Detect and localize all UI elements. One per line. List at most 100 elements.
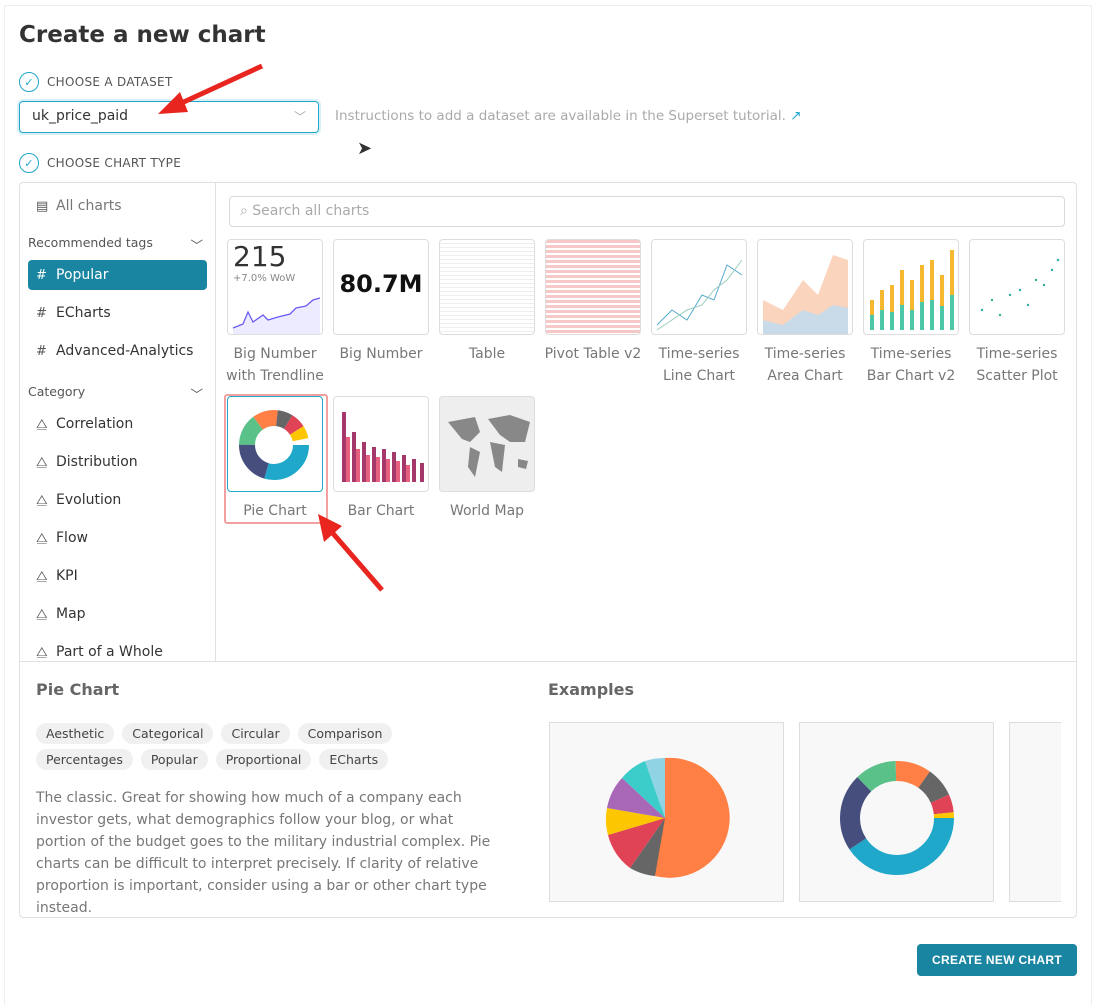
chart-thumb-big-number-trendline[interactable]: 215 +7.0% WoW — [227, 239, 323, 335]
trendline-icon — [232, 297, 321, 334]
area-chart-icon — [763, 255, 848, 334]
label: Evolution — [56, 492, 122, 508]
category-header[interactable]: Category ﹀ — [28, 384, 203, 403]
chart-label: Big Number — [339, 346, 423, 362]
chart-label: Big Number with Trendline — [226, 346, 324, 384]
annotation-arrow-icon — [158, 63, 264, 114]
selected-chart-highlight — [224, 394, 328, 524]
category-icon: ⧋ — [36, 492, 48, 508]
step-choose-dataset: ✓ CHOOSE A DATASET — [19, 72, 173, 92]
details-description: The classic. Great for showing how much … — [36, 790, 491, 916]
details-tags: Aesthetic Categorical Circular Compariso… — [36, 723, 396, 770]
search-icon: ⌕ — [240, 203, 248, 219]
sidebar-item-distribution[interactable]: ⧋ Distribution — [28, 447, 207, 477]
chart-thumb-world-map[interactable] — [439, 396, 535, 492]
scatter-chart-icon — [980, 258, 1060, 317]
bar-chart-icon — [870, 250, 954, 330]
label: Correlation — [56, 416, 134, 432]
category-icon: ⧋ — [36, 606, 48, 622]
thumb-sub: +7.0% WoW — [233, 273, 296, 284]
chevron-down-icon: ﹀ — [190, 238, 203, 253]
tag: Categorical — [122, 723, 214, 744]
example-image-donut[interactable] — [799, 722, 994, 902]
chart-thumb-line[interactable] — [651, 239, 747, 335]
hash-icon: # — [36, 343, 47, 359]
category-icon: ⧋ — [36, 530, 48, 546]
sidebar-item-advanced-analytics[interactable]: # Advanced-Analytics — [28, 336, 207, 366]
sidebar-item-part-of-a-whole[interactable]: ⧋ Part of a Whole — [28, 637, 207, 661]
chart-thumb-scatter[interactable] — [969, 239, 1065, 335]
chart-thumb-big-number[interactable]: 80.7M — [333, 239, 429, 335]
label: Map — [56, 606, 86, 622]
chart-thumb-bar-v2[interactable] — [863, 239, 959, 335]
chart-list-icon: ▤ — [36, 198, 49, 214]
example-image-pie[interactable] — [549, 722, 784, 902]
chart-details: Pie Chart Examples Aesthetic Categorical… — [20, 661, 1076, 917]
pie-chart-icon — [239, 410, 309, 480]
thumb-big-number: 215 — [233, 240, 287, 273]
annotation-arrow-icon — [318, 514, 384, 592]
label: Popular — [56, 267, 109, 283]
chart-thumb-pie[interactable] — [227, 396, 323, 492]
chart-thumb-bar[interactable] — [333, 396, 429, 492]
tag: Comparison — [297, 723, 393, 744]
sidebar-item-kpi[interactable]: ⧋ KPI — [28, 561, 207, 591]
dataset-value: uk_price_paid — [32, 108, 129, 124]
sidebar-item-echarts[interactable]: # ECharts — [28, 298, 207, 328]
line-chart-icon — [656, 259, 743, 331]
hash-icon: # — [36, 267, 47, 283]
chart-gallery: ▤ All charts Recommended tags ﹀ # Popular #… — [19, 182, 1077, 918]
tag: Percentages — [36, 749, 133, 770]
check-icon: ✓ — [19, 72, 39, 92]
search-charts-input[interactable]: ⌕ Search all charts — [229, 196, 1065, 227]
external-link-icon[interactable]: ↗ — [790, 108, 802, 124]
chart-thumb-pivot-table[interactable] — [545, 239, 641, 335]
sidebar-item-flow[interactable]: ⧋ Flow — [28, 523, 207, 553]
label: Part of a Whole — [56, 644, 163, 660]
dataset-hint[interactable]: Instructions to add a dataset are availa… — [335, 108, 802, 124]
hint-text: Instructions to add a dataset are availa… — [335, 108, 786, 124]
page-title: Create a new chart — [19, 22, 266, 48]
sidebar-item-map[interactable]: ⧋ Map — [28, 599, 207, 629]
dataset-select[interactable]: uk_price_paid ﹀ — [19, 101, 319, 133]
label: All charts — [56, 198, 122, 214]
chart-thumb-table[interactable] — [439, 239, 535, 335]
donut-example-icon — [840, 761, 954, 875]
pie-example-icon — [605, 757, 730, 878]
category-icon: ⧋ — [36, 416, 48, 432]
example-image-partial[interactable] — [1009, 722, 1061, 902]
category-icon: ⧋ — [36, 644, 48, 660]
mouse-cursor-icon: ➤ — [357, 138, 373, 159]
label: Advanced-Analytics — [56, 343, 194, 359]
hash-icon: # — [36, 305, 47, 321]
tag: ECharts — [319, 749, 389, 770]
tag: Circular — [221, 723, 290, 744]
tag: Aesthetic — [36, 723, 115, 744]
chart-label: Time-series Bar Chart v2 — [866, 346, 956, 384]
search-placeholder: Search all charts — [252, 203, 370, 219]
tag: Popular — [140, 749, 208, 770]
sidebar-item-correlation[interactable]: ⧋ Correlation — [28, 409, 207, 439]
chart-label: Time-series Scatter Plot — [976, 346, 1058, 384]
world-map-icon — [448, 415, 530, 477]
create-new-chart-button[interactable]: CREATE NEW CHART — [917, 944, 1077, 976]
chevron-down-icon: ﹀ — [293, 110, 306, 124]
category-icon: ⧋ — [36, 568, 48, 584]
chart-label: Table — [468, 346, 506, 362]
recommended-tags-header[interactable]: Recommended tags ﹀ — [28, 235, 203, 254]
chart-thumb-area[interactable] — [757, 239, 853, 335]
sidebar-item-evolution[interactable]: ⧋ Evolution — [28, 485, 207, 515]
label: Category — [28, 384, 86, 399]
label: KPI — [56, 568, 78, 584]
label: Recommended tags — [28, 235, 153, 250]
step-label: CHOOSE A DATASET — [47, 75, 173, 89]
sidebar-item-all-charts[interactable]: ▤ All charts — [28, 191, 207, 221]
chart-label: Pivot Table v2 — [544, 346, 642, 362]
sidebar-item-popular[interactable]: # Popular — [28, 260, 207, 290]
label: Flow — [56, 530, 88, 546]
chart-label: Pie Chart — [243, 503, 307, 519]
thumb-big-number: 80.7M — [339, 270, 423, 298]
step-choose-chart-type: ✓ CHOOSE CHART TYPE — [19, 153, 181, 173]
label: Distribution — [56, 454, 138, 470]
step-label: CHOOSE CHART TYPE — [47, 156, 182, 170]
